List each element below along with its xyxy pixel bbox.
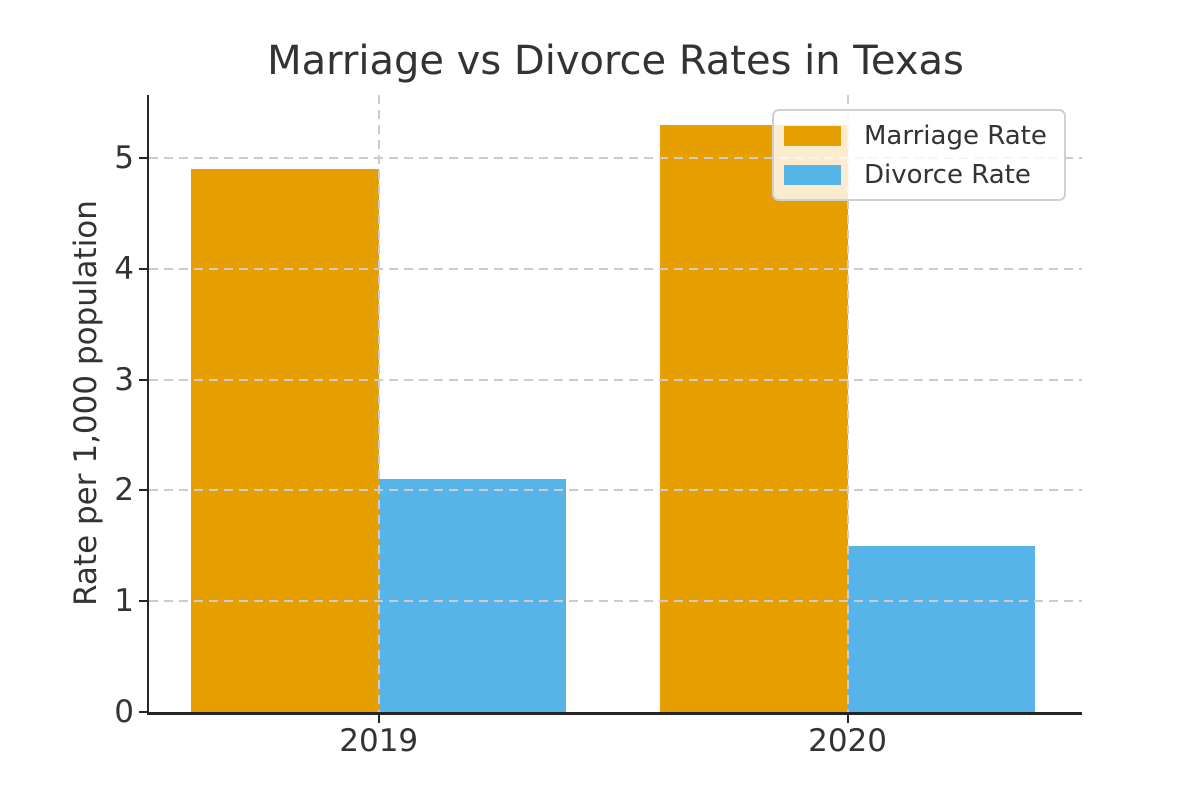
gridline-y-2 — [149, 489, 1082, 492]
y-tick-label-5: 5 — [114, 140, 134, 177]
legend-item-marriage-rate: Marriage Rate — [784, 116, 1054, 155]
y-tick-label-0: 0 — [114, 694, 134, 730]
bar-divorce-rate-2020 — [847, 545, 1036, 712]
left-spine — [147, 95, 149, 714]
gridline-y-4 — [149, 267, 1082, 270]
bar-marriage-rate-2020 — [660, 124, 848, 712]
x-tick-label-2019: 2019 — [339, 723, 419, 759]
x-tick-2020 — [846, 715, 849, 723]
y-tick-0 — [139, 711, 147, 713]
x-tick-label-2020: 2020 — [808, 723, 888, 759]
legend-label-marriage-rate: Marriage Rate — [864, 120, 1047, 151]
legend: Marriage Rate Divorce Rate — [772, 109, 1066, 201]
legend-swatch-divorce-rate — [784, 164, 841, 185]
y-tick-5 — [139, 157, 147, 160]
chart-title: Marriage vs Divorce Rates in Texas — [267, 38, 964, 84]
y-tick-1 — [139, 600, 147, 603]
legend-swatch-marriage-rate — [784, 125, 841, 146]
gridline-y-1 — [149, 600, 1082, 603]
y-tick-label-3: 3 — [114, 361, 134, 398]
bottom-spine — [147, 712, 1082, 715]
y-tick-3 — [139, 378, 147, 381]
bar-divorce-rate-2019 — [378, 479, 567, 712]
x-tick-2019 — [377, 715, 380, 723]
y-tick-2 — [139, 489, 147, 492]
gridline-y-5 — [149, 157, 1082, 160]
legend-item-divorce-rate: Divorce Rate — [784, 155, 1054, 194]
y-tick-4 — [139, 267, 147, 270]
y-tick-label-1: 1 — [114, 583, 134, 620]
gridline-x-2020 — [846, 95, 849, 712]
bar-marriage-rate-2019 — [191, 169, 379, 712]
y-tick-label-4: 4 — [114, 250, 134, 287]
gridline-x-2019 — [377, 95, 380, 712]
legend-label-divorce-rate: Divorce Rate — [864, 159, 1031, 190]
y-tick-label-2: 2 — [114, 472, 134, 509]
gridline-y-3 — [149, 378, 1082, 381]
